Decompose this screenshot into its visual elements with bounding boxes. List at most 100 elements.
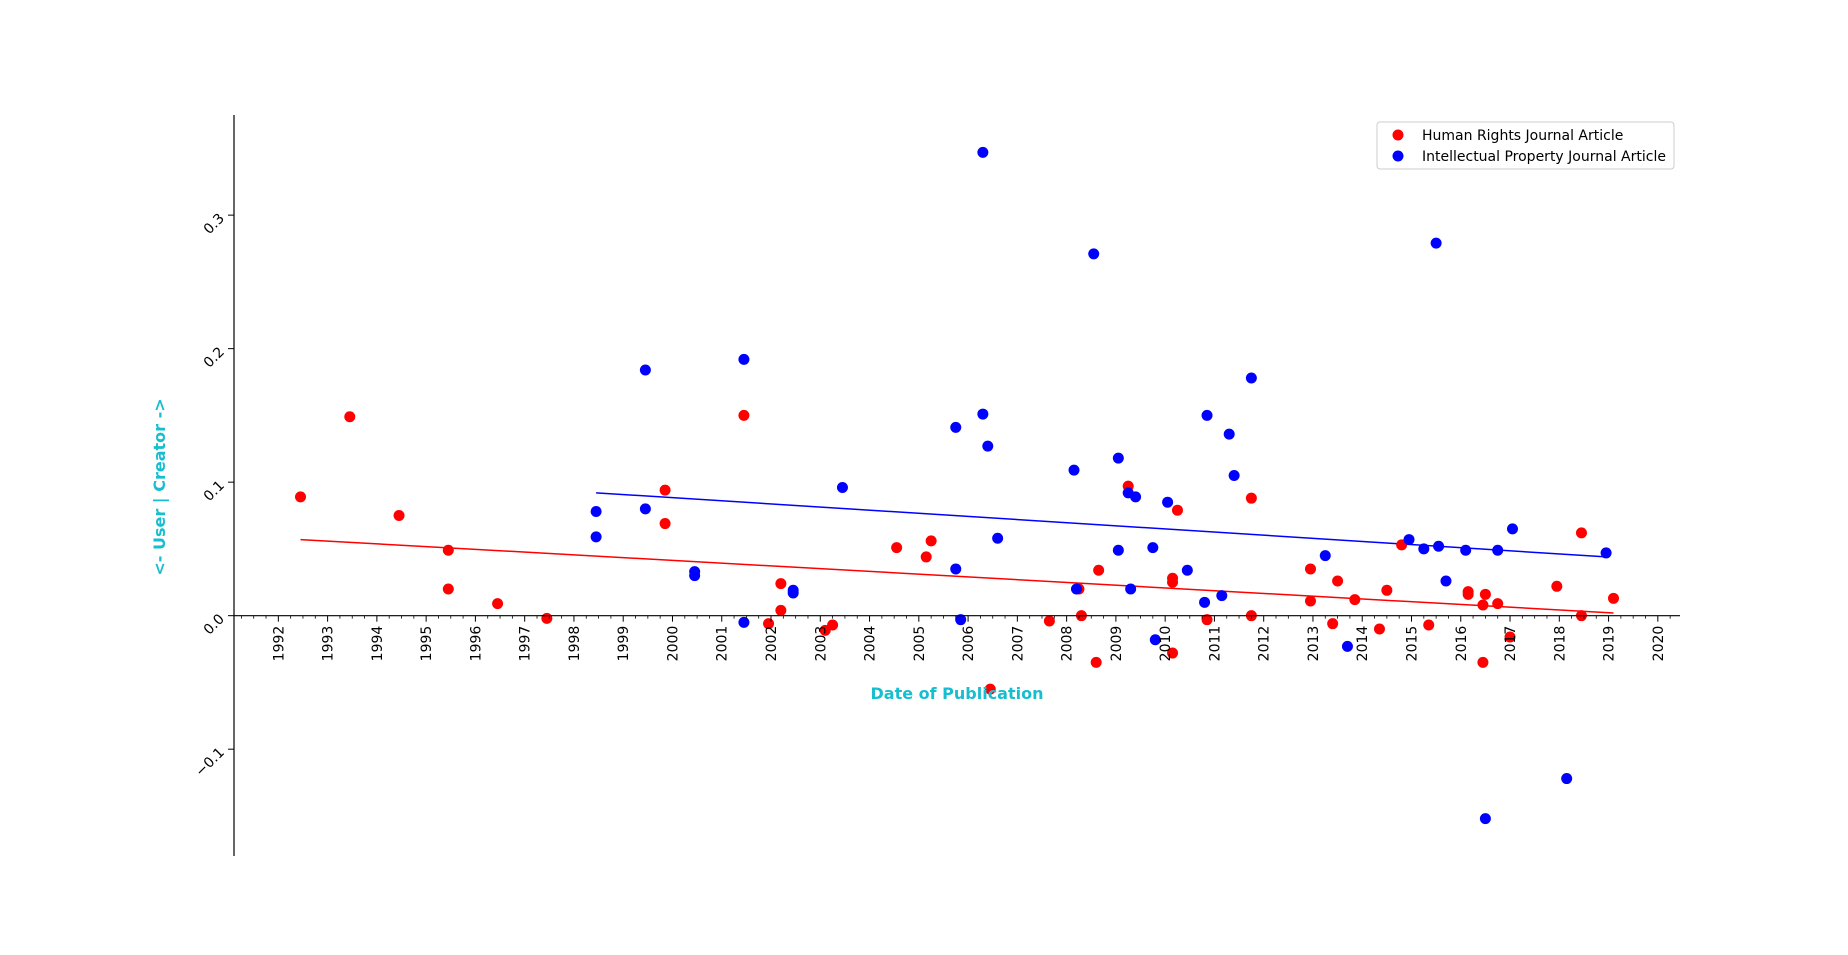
data-point-human-rights [442,544,454,556]
x-tick-label: 1992 [271,626,287,662]
data-point-intellectual-property [1418,543,1430,555]
data-point-human-rights [492,598,504,610]
data-point-human-rights [925,535,937,547]
data-point-intellectual-property [639,364,651,376]
x-tick-label: 1993 [321,626,337,662]
data-point-human-rights [1575,527,1587,539]
x-tick-label: 2007 [1010,626,1026,662]
data-point-human-rights [1504,631,1516,643]
data-point-human-rights [344,411,356,423]
data-point-intellectual-property [1600,547,1612,559]
data-point-human-rights [1492,598,1504,610]
data-point-human-rights [1090,656,1102,668]
data-point-intellectual-property [1506,523,1518,535]
data-point-intellectual-property [977,408,989,420]
x-tick-label: 2012 [1257,626,1273,662]
data-point-intellectual-property [1216,590,1228,602]
data-point-intellectual-property [1403,534,1415,546]
data-point-intellectual-property [1070,583,1082,595]
data-point-human-rights [775,578,787,590]
data-point-human-rights [1043,615,1055,627]
data-point-human-rights [1349,594,1361,606]
data-point-intellectual-property [1088,248,1100,260]
data-point-human-rights [393,510,405,522]
data-point-human-rights [541,612,553,624]
data-point-intellectual-property [1228,469,1240,481]
data-point-intellectual-property [977,146,989,158]
data-point-human-rights [1381,584,1393,596]
trend-lines [300,492,1614,614]
data-points [295,146,1619,825]
x-tick-label: 2005 [912,626,928,662]
x-tick-label: 2010 [1158,626,1174,662]
data-point-intellectual-property [1068,464,1080,476]
x-tick-label: 2000 [665,626,681,662]
data-point-human-rights [1462,588,1474,600]
data-point-intellectual-property [1130,491,1142,503]
data-point-human-rights [984,683,996,695]
data-point-intellectual-property [1492,544,1504,556]
y-axis-title: <- User | Creator -> [150,398,170,575]
data-point-human-rights [1327,618,1339,630]
x-tick-label: 2019 [1602,626,1618,662]
data-point-human-rights [1093,564,1105,576]
x-tick-label: 2009 [1109,626,1125,662]
data-point-human-rights [1423,619,1435,631]
data-point-intellectual-property [1162,496,1174,508]
legend-marker-intellectual-property [1392,150,1404,162]
data-point-intellectual-property [1341,640,1353,652]
x-tick-label: 2011 [1207,626,1223,662]
data-point-intellectual-property [1147,542,1159,554]
data-point-intellectual-property [1112,452,1124,464]
x-tick-label: 2001 [715,626,731,662]
data-point-intellectual-property [950,563,962,575]
data-point-intellectual-property [1479,813,1491,825]
x-tick-label: 1995 [419,626,435,662]
x-tick-label: 1999 [616,626,632,662]
data-point-intellectual-property [590,531,602,543]
data-point-human-rights [1304,563,1316,575]
y-tick-label: 0.0 [201,611,228,638]
data-point-intellectual-property [1181,564,1193,576]
data-point-intellectual-property [1149,634,1161,646]
data-point-human-rights [1373,623,1385,635]
data-point-intellectual-property [738,353,750,365]
trend-line-intellectual-property [596,492,1607,558]
legend-marker-human-rights [1392,129,1404,141]
data-point-intellectual-property [955,614,967,626]
data-point-intellectual-property [590,506,602,518]
data-point-human-rights [1607,592,1619,604]
data-point-intellectual-property [1440,575,1452,587]
data-point-intellectual-property [836,482,848,494]
x-tick-label: 2016 [1454,626,1470,662]
x-tick-label: 2020 [1651,626,1667,662]
data-point-human-rights [659,484,671,496]
x-tick-label: 1998 [567,626,583,662]
legend: Human Rights Journal Article Intellectua… [1376,121,1675,170]
data-point-human-rights [738,409,750,421]
data-point-intellectual-property [1460,544,1472,556]
x-tick-label: 1996 [468,626,484,662]
y-tick-label: −0.1 [192,745,227,780]
y-tick-label: 0.1 [201,478,228,505]
data-point-human-rights [659,518,671,530]
x-tick-label: 2013 [1306,626,1322,662]
data-point-intellectual-property [1319,550,1331,562]
data-point-human-rights [1332,575,1344,587]
data-point-human-rights [442,583,454,595]
x-tick-label: 2003 [813,626,829,662]
legend-label-intellectual-property: Intellectual Property Journal Article [1422,149,1666,165]
data-point-intellectual-property [1433,540,1445,552]
data-point-human-rights [1479,588,1491,600]
data-point-human-rights [1304,595,1316,607]
x-tick-label: 1994 [370,626,386,662]
x-tick-label: 2002 [764,626,780,662]
data-point-intellectual-property [1199,596,1211,608]
data-point-intellectual-property [950,421,962,433]
data-point-human-rights [775,604,787,616]
data-point-human-rights [1477,599,1489,611]
data-point-intellectual-property [738,616,750,628]
data-point-intellectual-property [1245,372,1257,384]
